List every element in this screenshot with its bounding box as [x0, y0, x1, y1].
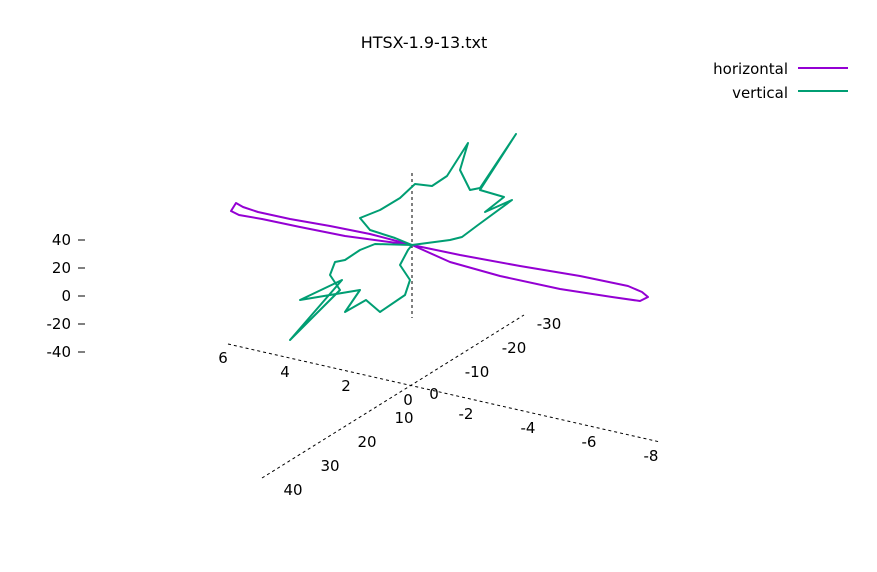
z-tick-label: -20 [47, 315, 72, 333]
x-tick-label: 4 [280, 363, 290, 381]
z-tick-label: -40 [47, 343, 72, 361]
chart-title: HTSX-1.9-13.txt [361, 33, 488, 52]
z-axis: 40 20 0 -20 -40 [47, 231, 85, 361]
z-tick-label: 0 [61, 287, 71, 305]
y-tick-label: -10 [465, 363, 490, 381]
y-tick-label: -30 [537, 315, 562, 333]
y-tick-label: 0 [429, 385, 439, 403]
x-axis: 6 4 2 0 -2 -4 -6 -8 [218, 349, 658, 465]
y-tick-label: 40 [283, 481, 302, 499]
legend-label-vertical: vertical [732, 84, 788, 102]
x-tick-label: -4 [521, 419, 536, 437]
legend: horizontal vertical [713, 60, 848, 102]
y-tick-label: 20 [357, 433, 376, 451]
x-tick-label: -6 [582, 433, 597, 451]
x-tick-label: 0 [403, 391, 413, 409]
x-tick-label: 6 [218, 349, 228, 367]
y-tick-label: 30 [320, 457, 339, 475]
z-tick-label: 20 [52, 259, 71, 277]
y-tick-label: 10 [394, 409, 413, 427]
series-line-vertical [289, 133, 517, 341]
y-axis: 40 30 20 10 0 -10 -20 -30 [283, 315, 561, 499]
z-tick-label: 40 [52, 231, 71, 249]
y-tick-label: -20 [502, 339, 527, 357]
legend-label-horizontal: horizontal [713, 60, 788, 78]
x-tick-label: -8 [644, 447, 659, 465]
x-axis-line [227, 343, 661, 443]
series-line-horizontal [230, 202, 649, 302]
x-tick-label: 2 [341, 377, 351, 395]
y-axis-line [261, 314, 525, 479]
x-tick-label: -2 [459, 405, 474, 423]
